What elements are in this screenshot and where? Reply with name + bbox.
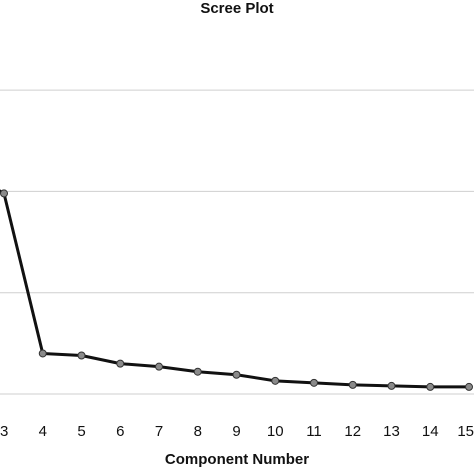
x-tick-label-13: 13 bbox=[383, 423, 400, 440]
data-point-4 bbox=[38, 349, 47, 358]
data-point-5 bbox=[77, 351, 86, 360]
data-point-6 bbox=[116, 359, 125, 368]
data-point-14 bbox=[426, 382, 435, 391]
x-tick-label-14: 14 bbox=[422, 423, 439, 440]
x-axis-ticks: 3 4 5 6 7 8 9 10 11 12 13 14 15 bbox=[0, 423, 474, 440]
x-tick-label-10: 10 bbox=[267, 423, 284, 440]
data-point-15 bbox=[465, 382, 473, 391]
data-point-9 bbox=[232, 370, 241, 379]
x-tick-label-5: 5 bbox=[77, 423, 85, 440]
x-tick-label-12: 12 bbox=[344, 423, 361, 440]
data-point-11 bbox=[310, 378, 318, 387]
data-point-8 bbox=[193, 367, 202, 376]
series-line bbox=[0, 189, 469, 389]
gridlines bbox=[0, 89, 474, 395]
x-tick-label-6: 6 bbox=[116, 423, 124, 440]
series-polyline bbox=[0, 189, 469, 389]
x-tick-label-7: 7 bbox=[155, 423, 163, 440]
x-tick-label-4: 4 bbox=[39, 423, 47, 440]
chart-title: Scree Plot bbox=[200, 0, 274, 17]
x-tick-label-15: 15 bbox=[457, 423, 474, 440]
data-point-3 bbox=[0, 189, 8, 198]
x-axis-label: Component Number bbox=[164, 451, 310, 468]
data-point-7 bbox=[155, 362, 163, 371]
x-tick-label-11: 11 bbox=[306, 423, 322, 440]
x-tick-label-8: 8 bbox=[194, 423, 202, 440]
data-point-10 bbox=[271, 376, 280, 385]
x-tick-label-3: 3 bbox=[0, 423, 8, 440]
x-tick-label-9: 9 bbox=[232, 423, 240, 440]
data-points bbox=[0, 189, 473, 391]
data-point-13 bbox=[387, 381, 396, 390]
data-point-12 bbox=[348, 380, 357, 389]
